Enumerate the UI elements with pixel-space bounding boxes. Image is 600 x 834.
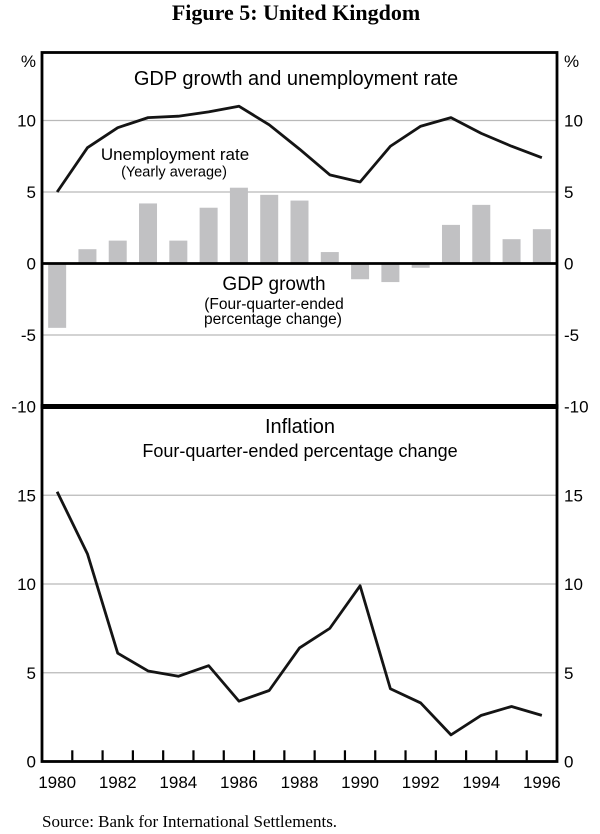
y-axis-label-left-bottom-5: 5	[27, 664, 36, 683]
gdp-bar-1989	[320, 252, 339, 264]
gdp-bar-1995	[502, 239, 521, 264]
bottom-panel-title: Inflation	[265, 416, 335, 438]
gdp-bar-1981	[78, 249, 97, 264]
y-axis-label-right-bottom-10: 10	[564, 575, 583, 594]
x-axis-label-1980: 1980	[38, 773, 76, 792]
y-axis-label-left-top-0: 0	[27, 255, 36, 274]
y-axis-label-left-bottom-10: 10	[17, 575, 36, 594]
x-axis-label-1992: 1992	[402, 773, 440, 792]
y-unit-label-right: %	[564, 52, 579, 71]
gdp-bar-1994	[472, 204, 491, 264]
y-axis-label-left-top--5: -5	[21, 326, 36, 345]
y-axis-label-right-top-10: 10	[564, 112, 583, 131]
x-axis-label-1988: 1988	[281, 773, 319, 792]
x-axis-label-1996: 1996	[523, 773, 561, 792]
y-axis-label-right-top-0: 0	[564, 255, 573, 274]
y-axis-label-right-bottom-5: 5	[564, 664, 573, 683]
gdp-bar-1984	[169, 240, 188, 264]
y-axis-label-right-top--5: -5	[564, 326, 579, 345]
x-axis-label-1990: 1990	[341, 773, 379, 792]
x-axis-label-1994: 1994	[462, 773, 500, 792]
gdp-bar-1996	[532, 229, 551, 264]
top-panel-title: GDP growth and unemployment rate	[134, 68, 458, 90]
x-axis-label-1982: 1982	[99, 773, 137, 792]
y-axis-label-left-top--10: -10	[11, 398, 36, 417]
gdp-bar-1985	[199, 207, 218, 264]
gdp-series-sublabel-line1: (Four-quarter-ended	[204, 296, 344, 313]
chart-geometry: 1980 1982 1984 1986 1988 1990 1992 1994 1996 10 10…	[11, 51, 589, 792]
y-axis-label-left-bottom-15: 15	[17, 486, 36, 505]
chart-annotations: GDP growth and unemployment rate Unemplo…	[21, 52, 579, 461]
gdp-bar-1990	[351, 263, 370, 280]
unemployment-series-sublabel: (Yearly average)	[121, 165, 227, 181]
inflation-line	[55, 491, 543, 737]
gdp-bar-1980	[48, 263, 67, 328]
source-note: Source: Bank for International Settlemen…	[42, 812, 338, 831]
gdp-bar-1982	[108, 240, 127, 264]
bottom-panel-subtitle: Four-quarter-ended percentage change	[142, 441, 457, 461]
gdp-bar-1993	[441, 224, 460, 264]
y-axis-label-right-bottom-0: 0	[564, 753, 573, 772]
gdp-bar-1987	[260, 194, 279, 264]
gdp-bar-1986	[229, 187, 248, 264]
gdp-bar-1991	[381, 263, 400, 283]
y-axis-label-right-top--10: -10	[564, 398, 589, 417]
unemployment-series-label: Unemployment rate	[101, 145, 249, 164]
gdp-series-label: GDP growth	[222, 274, 325, 295]
y-axis-label-right-top-5: 5	[564, 183, 573, 202]
y-axis-label-left-bottom-0: 0	[27, 753, 36, 772]
y-axis-label-left-top-5: 5	[27, 183, 36, 202]
figure-title: Figure 5: United Kingdom	[171, 0, 421, 25]
y-axis-label-right-bottom-15: 15	[564, 486, 583, 505]
x-axis-label-1984: 1984	[159, 773, 197, 792]
unemployment-line	[55, 104, 543, 193]
gdp-bar-1992	[411, 263, 430, 268]
y-axis-label-left-top-10: 10	[17, 112, 36, 131]
gdp-bar-1988	[290, 200, 309, 264]
x-axis-label-1986: 1986	[220, 773, 258, 792]
gdp-series-sublabel-line2: percentage change)	[204, 311, 342, 328]
y-unit-label-left: %	[21, 52, 36, 71]
gdp-bar-1983	[139, 203, 158, 264]
